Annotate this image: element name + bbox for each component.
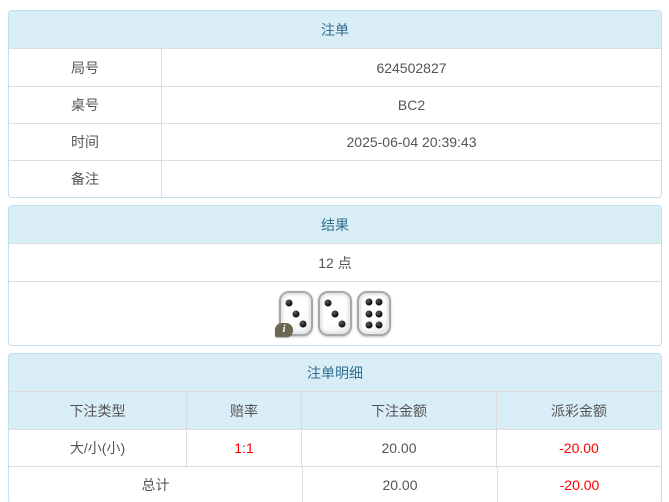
bet-type-value: 大/小(小)	[69, 440, 126, 456]
info-badge-icon: i	[275, 323, 293, 337]
total-label: 总计	[141, 477, 170, 493]
round-number-value: 624502827	[161, 49, 661, 86]
bet-detail-panel: 注单明细 下注类型 赔率 下注金额 派彩金额 大/小(小) 1:1 20.00 …	[8, 353, 662, 502]
die-pip	[338, 320, 346, 328]
table-number-label: 桌号	[71, 97, 99, 113]
die-pip	[324, 299, 332, 307]
detail-data-row: 大/小(小) 1:1 20.00 -20.00	[9, 429, 661, 466]
die-face-6	[357, 291, 391, 336]
die-pip	[365, 310, 373, 317]
die-pip	[375, 321, 383, 329]
dice-container: i	[9, 281, 661, 345]
result-title: 结果	[9, 206, 661, 244]
bet-info-panel: 注单 局号 624502827 桌号 BC2 时间 2025-06-04 20:…	[8, 10, 662, 198]
result-panel: 结果 12 点 i	[8, 205, 662, 346]
remark-value	[161, 161, 661, 197]
die-pip	[292, 310, 300, 317]
table-row-remark: 备注	[9, 160, 661, 197]
detail-total-row: 总计 20.00 -20.00	[9, 466, 661, 502]
die-pip	[331, 310, 339, 317]
bet-amount-value: 20.00	[301, 430, 496, 466]
round-number-label: 局号	[71, 59, 99, 76]
die-pip	[299, 320, 307, 328]
odds-value: 1:1	[186, 430, 301, 466]
table-row-table-number: 桌号 BC2	[9, 86, 661, 123]
column-header-payout: 派彩金额	[496, 392, 661, 429]
die-pip	[365, 298, 373, 306]
result-points: 12 点	[318, 254, 352, 271]
remark-label: 备注	[71, 171, 99, 187]
table-number-value: BC2	[161, 87, 661, 123]
time-value: 2025-06-04 20:39:43	[161, 124, 661, 160]
die-face-3: i	[275, 291, 313, 337]
table-row-round-number: 局号 624502827	[9, 49, 661, 86]
column-header-odds: 赔率	[186, 392, 301, 429]
detail-header-row: 下注类型 赔率 下注金额 派彩金额	[9, 392, 661, 429]
die-pip	[285, 299, 293, 307]
column-header-bet-type: 下注类型	[69, 402, 126, 419]
payout-value: -20.00	[496, 430, 661, 466]
bet-info-title: 注单	[9, 11, 661, 49]
die-pip	[365, 321, 373, 329]
die-pip	[375, 298, 383, 306]
die-pip	[375, 310, 383, 317]
table-row-time: 时间 2025-06-04 20:39:43	[9, 123, 661, 160]
total-payout: -20.00	[497, 467, 661, 502]
column-header-bet-amount: 下注金额	[301, 392, 496, 429]
time-label: 时间	[71, 134, 99, 150]
bet-detail-title: 注单明细	[9, 354, 661, 392]
total-bet-amount: 20.00	[302, 467, 497, 502]
die-face-3	[318, 291, 352, 336]
